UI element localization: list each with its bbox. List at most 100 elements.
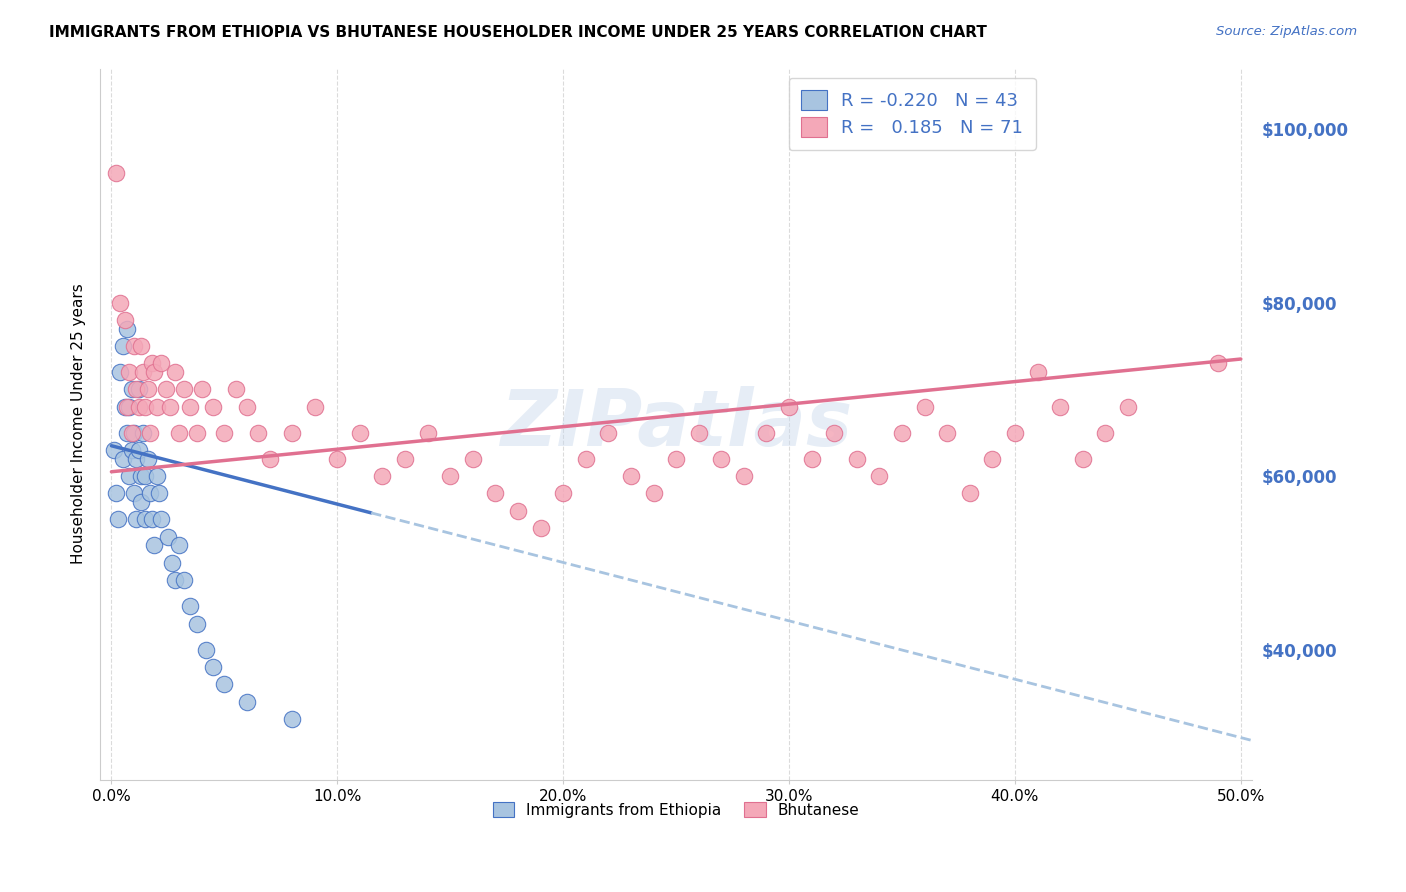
Point — [936, 425, 959, 440]
Point — [143, 539, 166, 553]
Point — [281, 712, 304, 726]
Point — [461, 451, 484, 466]
Point — [110, 295, 132, 310]
Point — [416, 425, 439, 440]
Point — [1049, 400, 1071, 414]
Point — [868, 469, 890, 483]
Point — [1026, 365, 1049, 379]
Point — [891, 425, 914, 440]
Point — [122, 425, 145, 440]
Point — [122, 486, 145, 500]
Point — [1094, 425, 1116, 440]
Point — [139, 486, 162, 500]
Point — [598, 425, 620, 440]
Point — [179, 599, 201, 614]
Point — [202, 660, 225, 674]
Point — [162, 556, 184, 570]
Point — [214, 677, 236, 691]
Point — [1071, 451, 1094, 466]
Y-axis label: Householder Income Under 25 years: Householder Income Under 25 years — [72, 284, 86, 565]
Point — [114, 313, 136, 327]
Point — [710, 451, 733, 466]
Point — [179, 400, 201, 414]
Point — [121, 425, 143, 440]
Point — [394, 451, 416, 466]
Point — [845, 451, 868, 466]
Point — [132, 425, 155, 440]
Point — [1116, 400, 1139, 414]
Point — [159, 400, 181, 414]
Point — [247, 425, 270, 440]
Text: Source: ZipAtlas.com: Source: ZipAtlas.com — [1216, 25, 1357, 38]
Point — [128, 400, 150, 414]
Point — [156, 530, 179, 544]
Point — [688, 425, 710, 440]
Point — [173, 383, 195, 397]
Point — [167, 425, 190, 440]
Point — [173, 573, 195, 587]
Point — [125, 512, 148, 526]
Point — [115, 400, 138, 414]
Text: ZIPatlas: ZIPatlas — [501, 386, 852, 462]
Point — [104, 486, 127, 500]
Point — [620, 469, 643, 483]
Point — [125, 383, 148, 397]
Point — [115, 321, 138, 335]
Point — [439, 469, 461, 483]
Point — [529, 521, 551, 535]
Point — [1004, 425, 1026, 440]
Point — [129, 495, 152, 509]
Point — [121, 443, 143, 458]
Point — [1206, 356, 1229, 370]
Point — [150, 356, 173, 370]
Point — [104, 165, 127, 179]
Point — [118, 469, 141, 483]
Point — [186, 425, 208, 440]
Point — [755, 425, 778, 440]
Point — [914, 400, 936, 414]
Point — [506, 504, 529, 518]
Point — [575, 451, 598, 466]
Point — [148, 486, 170, 500]
Point — [155, 383, 177, 397]
Point — [236, 695, 259, 709]
Point — [733, 469, 755, 483]
Point — [114, 400, 136, 414]
Point — [304, 400, 326, 414]
Point — [129, 469, 152, 483]
Point — [145, 400, 167, 414]
Point — [349, 425, 371, 440]
Point — [163, 365, 186, 379]
Point — [118, 400, 141, 414]
Point — [103, 443, 125, 458]
Point — [823, 425, 845, 440]
Point — [167, 539, 190, 553]
Point — [959, 486, 981, 500]
Point — [202, 400, 225, 414]
Point — [163, 573, 186, 587]
Point — [665, 451, 688, 466]
Point — [122, 339, 145, 353]
Point — [778, 400, 800, 414]
Point — [643, 486, 665, 500]
Point — [371, 469, 394, 483]
Point — [128, 383, 150, 397]
Point — [139, 425, 162, 440]
Point — [118, 365, 141, 379]
Text: IMMIGRANTS FROM ETHIOPIA VS BHUTANESE HOUSEHOLDER INCOME UNDER 25 YEARS CORRELAT: IMMIGRANTS FROM ETHIOPIA VS BHUTANESE HO… — [49, 25, 987, 40]
Point — [195, 642, 218, 657]
Point — [214, 425, 236, 440]
Point — [326, 451, 349, 466]
Legend: Immigrants from Ethiopia, Bhutanese: Immigrants from Ethiopia, Bhutanese — [485, 794, 868, 825]
Point — [121, 383, 143, 397]
Point — [259, 451, 281, 466]
Point — [111, 339, 134, 353]
Point — [134, 469, 156, 483]
Point — [111, 451, 134, 466]
Point — [236, 400, 259, 414]
Point — [134, 400, 156, 414]
Point — [145, 469, 167, 483]
Point — [110, 365, 132, 379]
Point — [134, 512, 156, 526]
Point — [107, 512, 129, 526]
